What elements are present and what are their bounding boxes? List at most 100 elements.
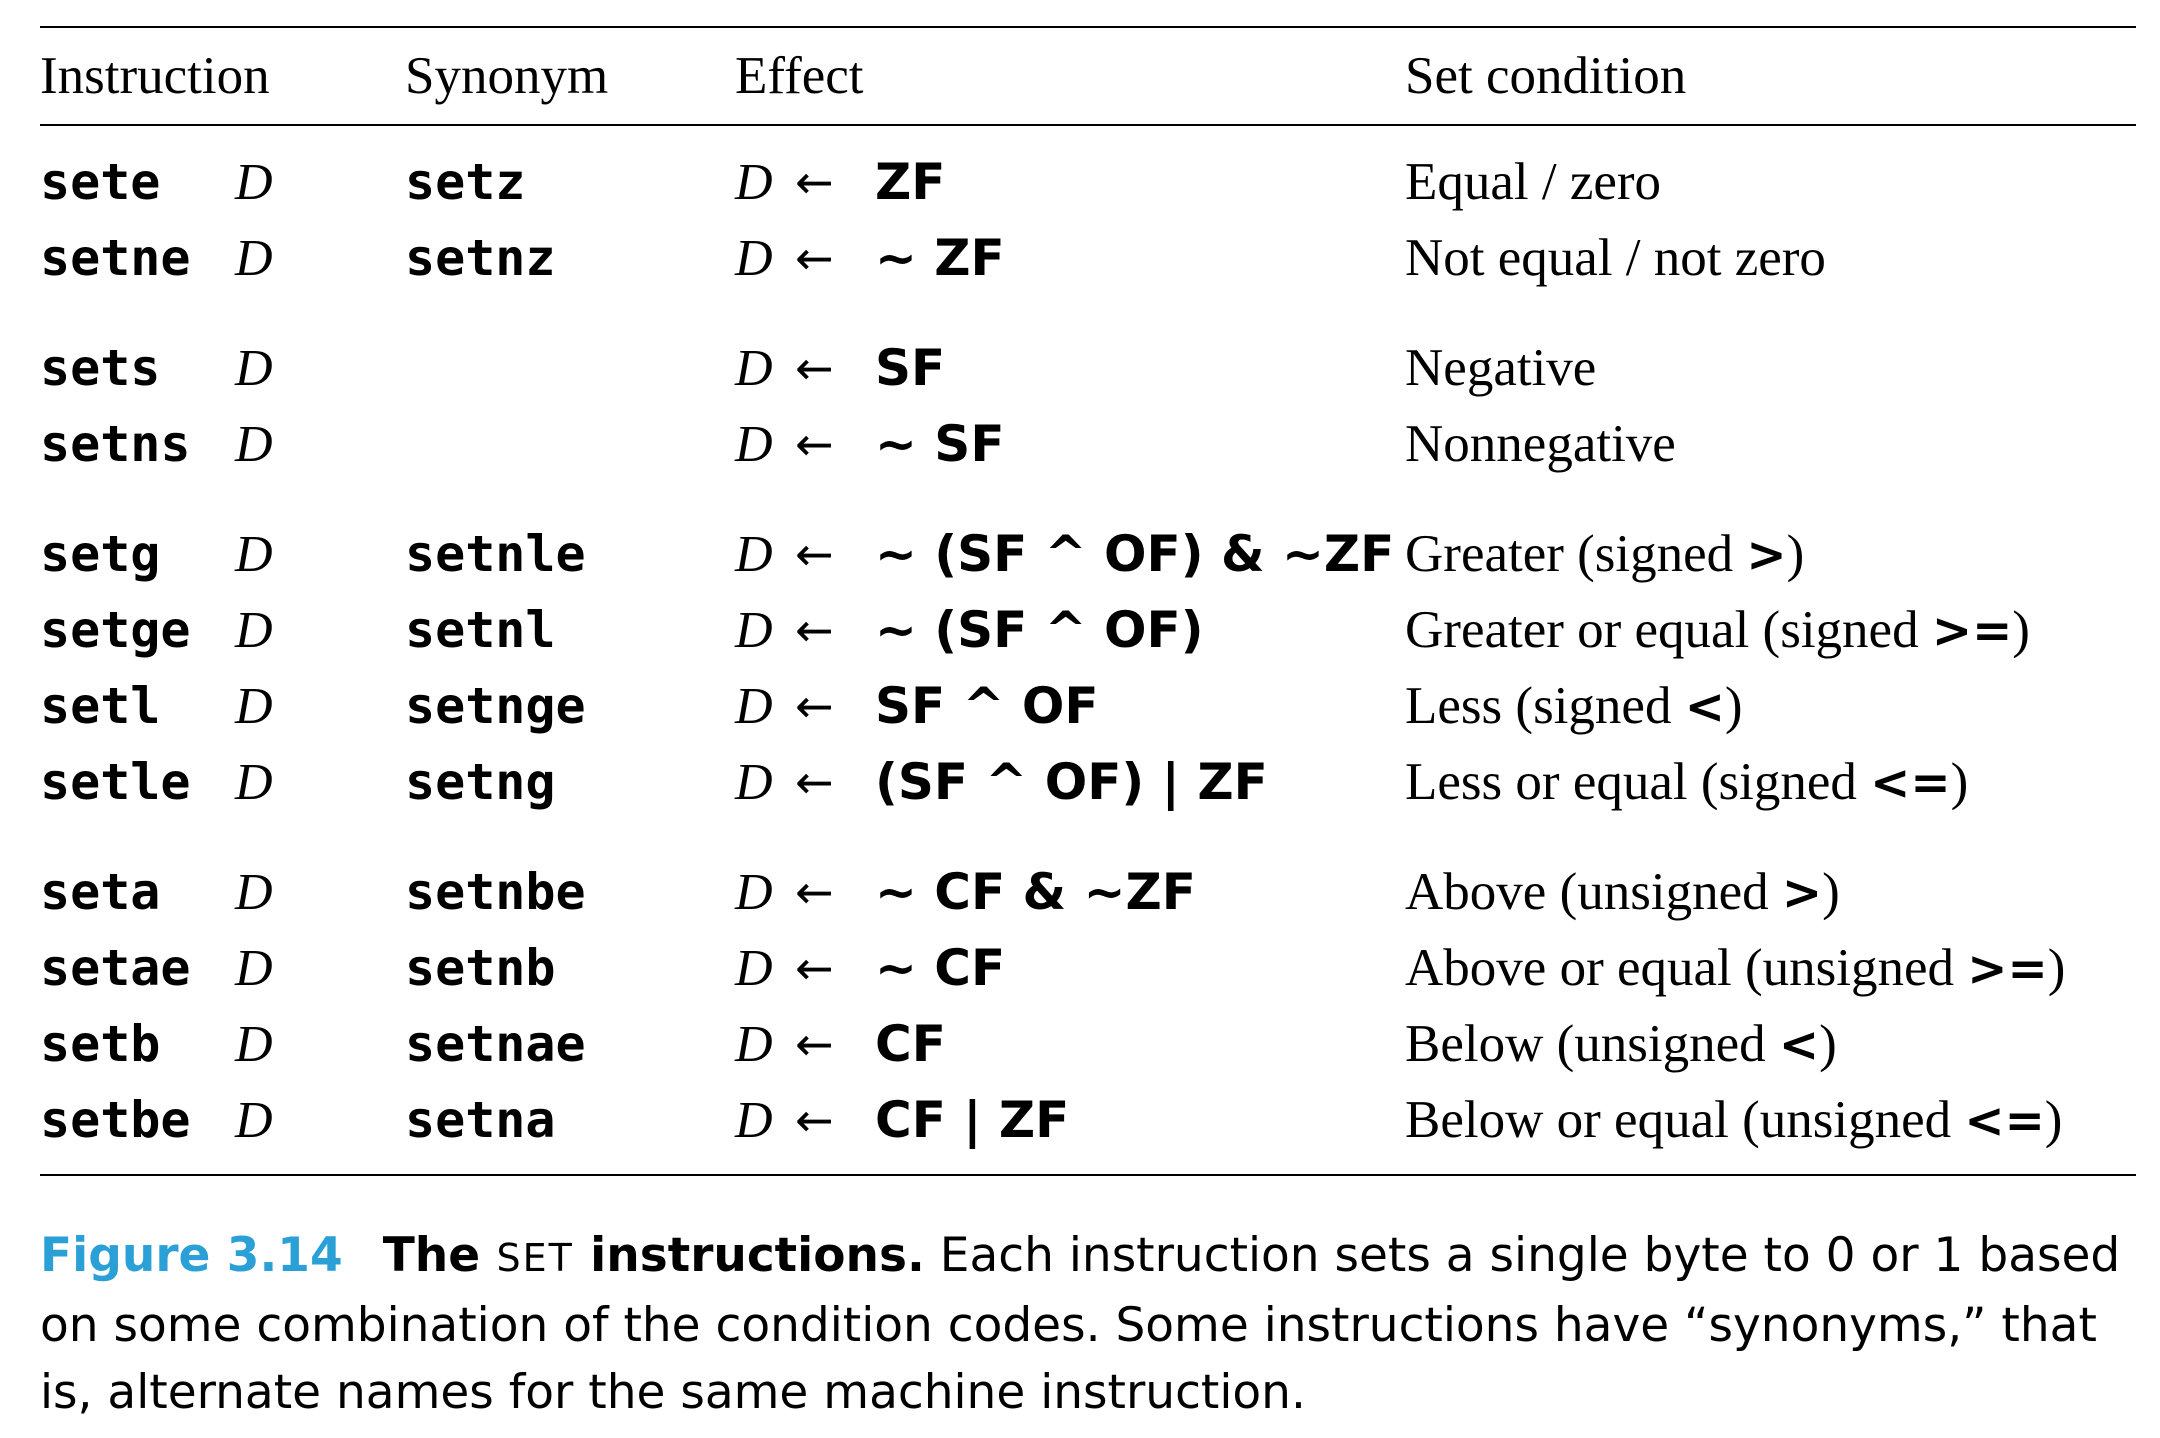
condition-operator: > [1746, 527, 1787, 583]
instruction-cell: setb [40, 1015, 161, 1073]
assign-arrow: ← [795, 603, 834, 657]
instruction-cell: setl [40, 677, 161, 735]
effect-expression: SF ^ OF [875, 677, 1099, 735]
condition-text: Below or equal (unsigned [1405, 1091, 1965, 1149]
set-condition-cell: Nonnegative [1405, 406, 2136, 482]
effect-expression: CF [875, 1015, 946, 1073]
effect-dest: D [735, 153, 773, 211]
set-condition-cell: Below or equal (unsigned <=) [1405, 1082, 2136, 1158]
table-row: sets D D ← SF Negative [40, 330, 2136, 406]
condition-operator: <= [1870, 755, 1951, 811]
condition-text: Negative [1405, 339, 1597, 397]
dest-operand: D [235, 525, 273, 583]
caption-title-a: The [382, 1228, 497, 1283]
set-condition-cell: Equal / zero [1405, 144, 2136, 220]
header-rule [40, 124, 2136, 126]
condition-operator: >= [1931, 603, 2013, 659]
synonym-cell [405, 406, 735, 482]
condition-close: ) [1786, 525, 1805, 583]
effect-dest: D [735, 753, 773, 811]
effect-dest: D [735, 525, 773, 583]
set-condition-cell: Negative [1405, 330, 2136, 406]
assign-arrow: ← [795, 155, 834, 209]
instruction-cell: setne [40, 229, 191, 287]
effect-expression: ZF [875, 153, 946, 211]
dest-operand: D [235, 1091, 273, 1149]
group-gap [40, 820, 2136, 854]
synonym-cell: setnle [405, 525, 586, 583]
dest-operand: D [235, 1015, 273, 1073]
condition-text: Not equal / not zero [1405, 229, 1826, 287]
set-condition-cell: Less (signed <) [1405, 668, 2136, 744]
instruction-cell: sete [40, 153, 161, 211]
synonym-cell: setng [405, 753, 556, 811]
header-set-condition: Set condition [1405, 47, 1687, 105]
instruction-cell: setle [40, 753, 191, 811]
condition-text: Above (unsigned [1405, 863, 1782, 921]
effect-expression: ~ ZF [875, 229, 1005, 287]
effect-expression: ~ (SF ^ OF) & ~ZF [875, 525, 1395, 583]
condition-text: Less or equal (signed [1405, 753, 1871, 811]
condition-close: ) [2012, 601, 2030, 659]
assign-arrow: ← [795, 341, 834, 395]
set-condition-cell: Above or equal (unsigned >=) [1405, 930, 2136, 1006]
condition-operator: < [1778, 1017, 1820, 1073]
dest-operand: D [235, 153, 273, 211]
group-gap [40, 296, 2136, 330]
effect-dest: D [735, 1091, 773, 1149]
synonym-cell: setnge [405, 677, 586, 735]
assign-arrow: ← [795, 231, 834, 285]
effect-expression: CF | ZF [875, 1091, 1070, 1149]
assign-arrow: ← [795, 417, 834, 471]
dest-operand: D [235, 601, 273, 659]
header-instruction: Instruction [40, 47, 270, 105]
set-condition-cell: Greater (signed >) [1405, 516, 2136, 592]
dest-operand: D [235, 863, 273, 921]
synonym-cell: setnae [405, 1015, 586, 1073]
condition-operator: <= [1964, 1093, 2045, 1149]
effect-expression: ~ SF [875, 415, 1005, 473]
header-effect: Effect [735, 47, 864, 105]
assign-arrow: ← [795, 1017, 834, 1071]
bottom-rule [40, 1174, 2136, 1176]
assign-arrow: ← [795, 941, 834, 995]
effect-dest: D [735, 229, 773, 287]
condition-text: Greater or equal (signed [1405, 601, 1932, 659]
effect-dest: D [735, 677, 773, 735]
set-condition-cell: Less or equal (signed <=) [1405, 744, 2136, 820]
effect-dest: D [735, 415, 773, 473]
header-rule-row [40, 124, 2136, 126]
effect-expression: SF [875, 339, 946, 397]
set-condition-cell: Greater or equal (signed >=) [1405, 592, 2136, 668]
set-condition-cell: Above (unsigned >) [1405, 854, 2136, 930]
synonym-cell: setz [405, 153, 526, 211]
group-gap-cell [40, 296, 2136, 330]
dest-operand: D [235, 753, 273, 811]
figure: Instruction Synonym Effect Set condition… [40, 26, 2136, 1426]
synonym-cell: setna [405, 1091, 556, 1149]
instruction-cell: setae [40, 939, 191, 997]
effect-expression: ~ CF & ~ZF [875, 863, 1196, 921]
condition-operator: < [1684, 679, 1725, 735]
instruction-cell: seta [40, 863, 161, 921]
instruction-cell: setbe [40, 1091, 191, 1149]
dest-operand: D [235, 677, 273, 735]
condition-close: ) [1950, 753, 1969, 811]
effect-dest: D [735, 601, 773, 659]
synonym-cell: setnb [405, 939, 556, 997]
spacer-row [40, 126, 2136, 144]
set-instructions-table: Instruction Synonym Effect Set condition… [40, 28, 2136, 1158]
effect-dest: D [735, 1015, 773, 1073]
instruction-cell: setg [40, 525, 161, 583]
condition-text: Above or equal (unsigned [1405, 939, 1968, 997]
condition-text: Equal / zero [1405, 153, 1662, 211]
assign-arrow: ← [795, 865, 834, 919]
